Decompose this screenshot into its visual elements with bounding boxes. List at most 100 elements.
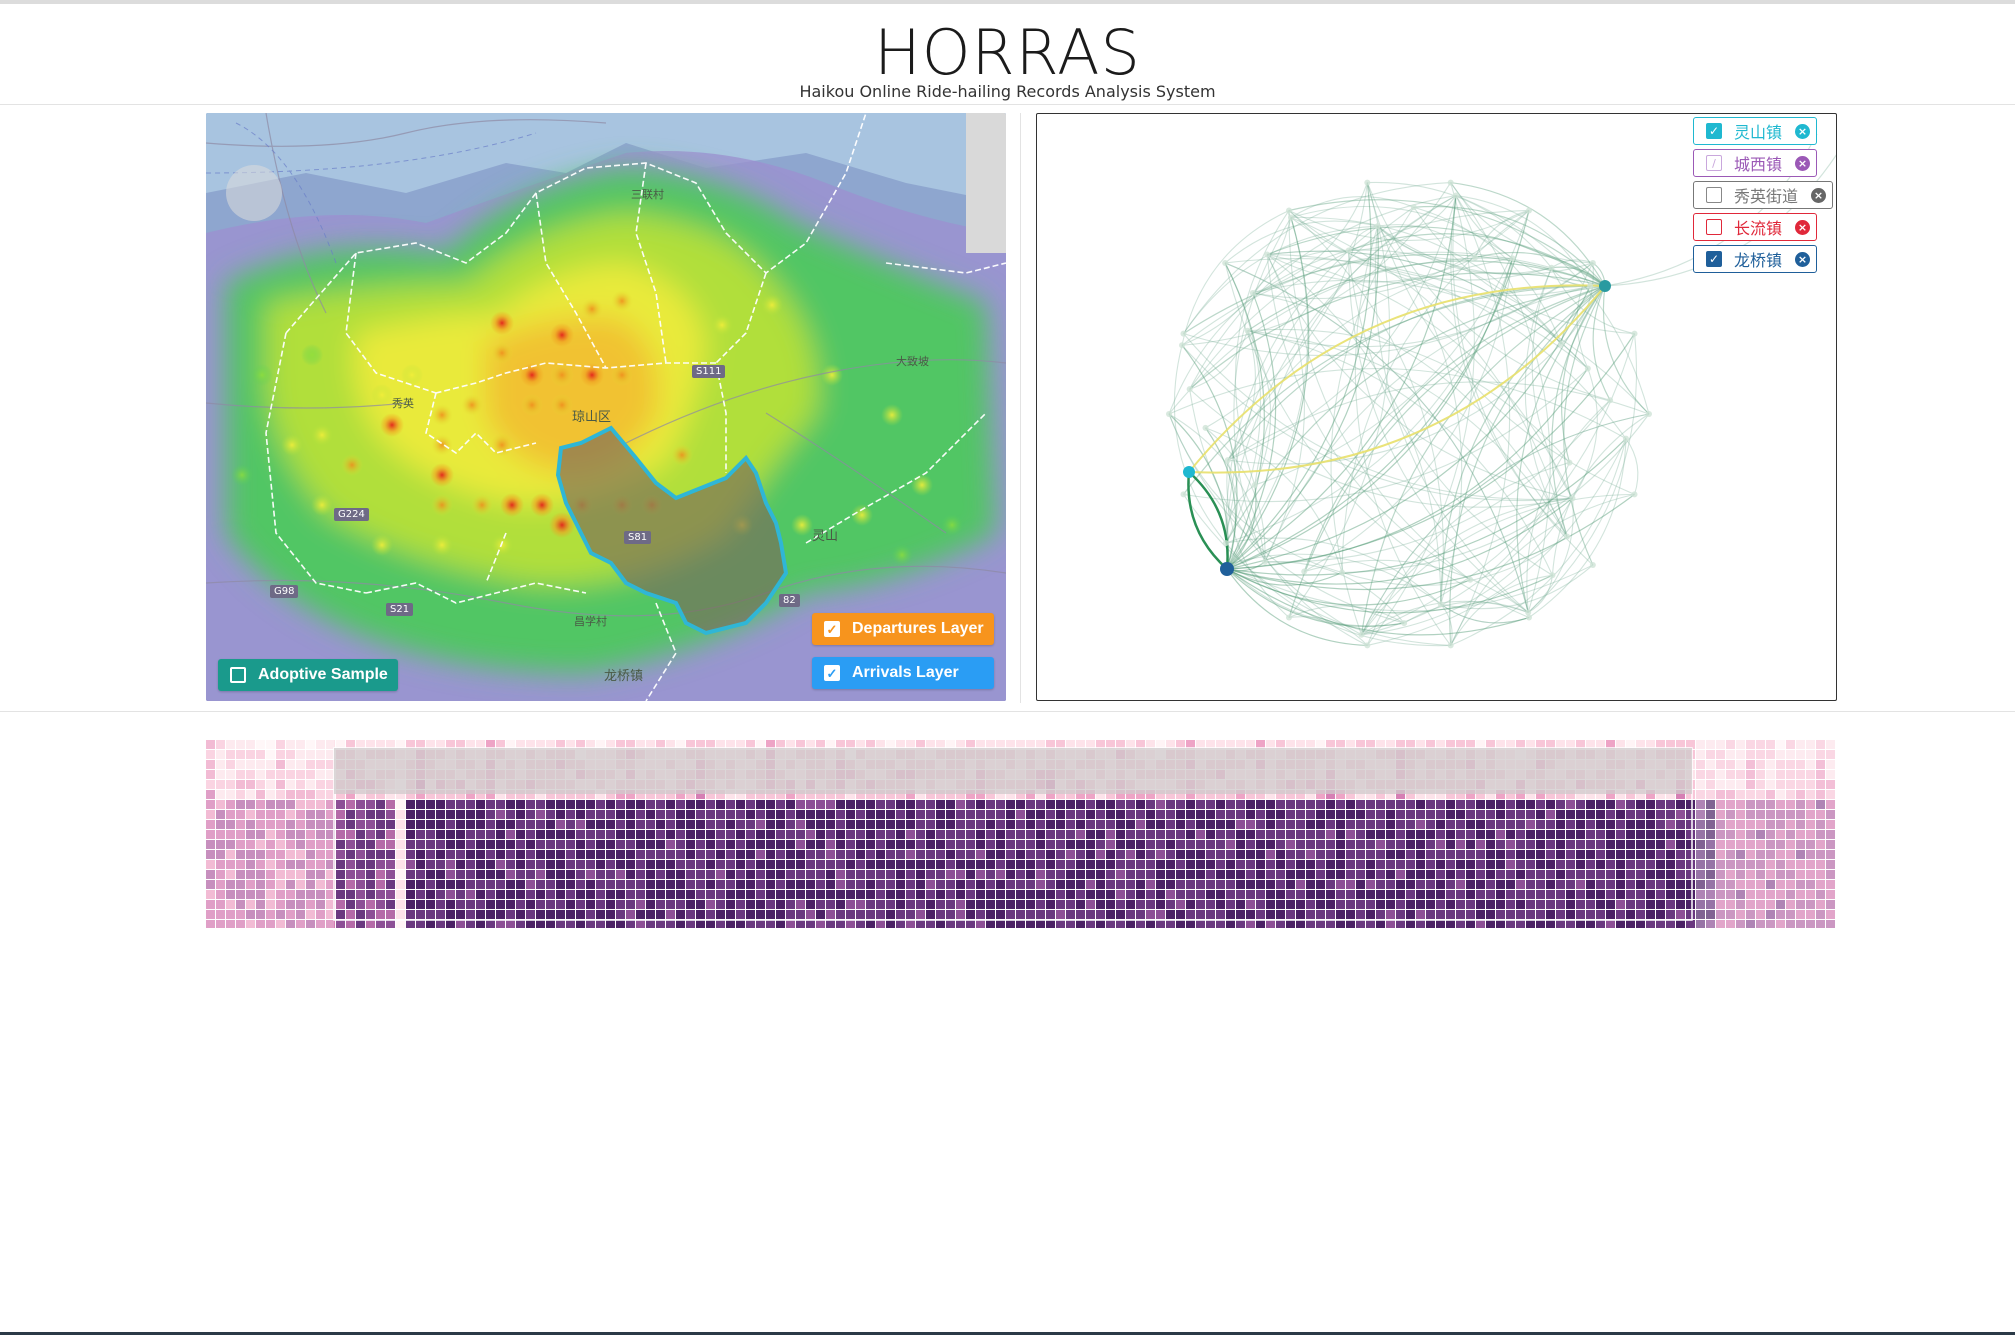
flow-edge bbox=[1226, 568, 1471, 606]
graph-node[interactable] bbox=[1410, 204, 1417, 211]
legend-item-lingshan[interactable]: ✓ 灵山镇 × bbox=[1693, 117, 1817, 145]
flow-edge bbox=[1348, 250, 1529, 613]
graph-node[interactable] bbox=[1525, 609, 1532, 616]
graph-node[interactable] bbox=[1251, 481, 1258, 488]
legend-item-longqiao[interactable]: ✓ 龙桥镇 × bbox=[1693, 245, 1817, 273]
graph-node[interactable] bbox=[1622, 435, 1629, 442]
graph-node[interactable] bbox=[1244, 327, 1251, 334]
graph-hub-node[interactable] bbox=[1183, 466, 1195, 478]
map-canvas[interactable] bbox=[206, 113, 1006, 701]
remove-icon[interactable]: × bbox=[1795, 219, 1810, 235]
graph-node[interactable] bbox=[1179, 342, 1186, 349]
graph-node[interactable] bbox=[1345, 247, 1352, 254]
graph-node[interactable] bbox=[1509, 255, 1516, 262]
graph-node[interactable] bbox=[1472, 254, 1479, 261]
graph-node[interactable] bbox=[1452, 192, 1459, 199]
flow-edge bbox=[1189, 195, 1457, 390]
legend-checkbox[interactable] bbox=[1706, 219, 1722, 235]
graph-hub-node[interactable] bbox=[1220, 562, 1234, 576]
graph-node[interactable] bbox=[1447, 642, 1454, 649]
heat-map-panel[interactable]: 三联村 龙桥镇 灵山 大致坡 琼山区 昌学村 秀英 G224 G98 S21 S… bbox=[206, 113, 1006, 701]
graph-node[interactable] bbox=[1374, 223, 1381, 230]
departures-layer-checkbox[interactable]: ✓ bbox=[824, 621, 840, 637]
graph-node[interactable] bbox=[1264, 251, 1271, 258]
graph-node[interactable] bbox=[1202, 424, 1209, 431]
graph-node[interactable] bbox=[1222, 259, 1229, 266]
graph-node[interactable] bbox=[1569, 495, 1576, 502]
graph-node[interactable] bbox=[1558, 341, 1565, 348]
flow-edge bbox=[1225, 258, 1650, 415]
departures-layer-toggle[interactable]: ✓ Departures Layer bbox=[812, 613, 994, 645]
legend-checkbox[interactable]: ✓ bbox=[1706, 251, 1722, 267]
flow-graph-panel[interactable]: ✓ 灵山镇 × / 城西镇 × 秀英街道 × 长流镇 × ✓ 龙桥镇 × bbox=[1036, 113, 1837, 701]
legend-item-xiuying[interactable]: 秀英街道 × bbox=[1693, 181, 1833, 209]
graph-node[interactable] bbox=[1564, 533, 1571, 540]
legend-checkbox[interactable]: / bbox=[1706, 155, 1722, 171]
graph-node[interactable] bbox=[1286, 207, 1292, 214]
flow-edge bbox=[1288, 210, 1471, 581]
legend-item-changliu[interactable]: 长流镇 × bbox=[1693, 213, 1817, 241]
time-heatmap-canvas[interactable] bbox=[206, 740, 1836, 928]
graph-node[interactable] bbox=[1180, 491, 1187, 498]
graph-node[interactable] bbox=[1222, 540, 1229, 547]
graph-node[interactable] bbox=[1261, 558, 1268, 565]
graph-node[interactable] bbox=[1526, 614, 1532, 621]
graph-node[interactable] bbox=[1548, 264, 1555, 271]
remove-icon[interactable]: × bbox=[1795, 123, 1810, 139]
arrivals-layer-checkbox[interactable]: ✓ bbox=[824, 665, 840, 681]
legend-checkbox[interactable] bbox=[1706, 187, 1722, 203]
flow-edge bbox=[1341, 536, 1568, 586]
graph-node[interactable] bbox=[1549, 572, 1556, 579]
graph-node[interactable] bbox=[1589, 259, 1596, 266]
flow-edge bbox=[1551, 259, 1594, 269]
graph-node[interactable] bbox=[1224, 457, 1231, 464]
page-subtitle: Haikou Online Ride-hailing Records Analy… bbox=[799, 82, 1216, 101]
flow-graph-canvas[interactable] bbox=[1037, 114, 1837, 701]
graph-node[interactable] bbox=[1186, 386, 1193, 393]
flow-edge bbox=[1226, 258, 1514, 570]
graph-node[interactable] bbox=[1437, 601, 1444, 608]
flow-edge bbox=[1168, 249, 1349, 415]
arrivals-layer-toggle[interactable]: ✓ Arrivals Layer bbox=[812, 657, 994, 689]
flow-edge bbox=[1205, 182, 1368, 429]
graph-node[interactable] bbox=[1589, 562, 1596, 569]
remove-icon[interactable]: × bbox=[1811, 187, 1826, 203]
legend-checkbox[interactable]: ✓ bbox=[1706, 123, 1722, 139]
flow-edge bbox=[1227, 381, 1650, 461]
graph-node[interactable] bbox=[1584, 365, 1591, 372]
adoptive-sample-checkbox[interactable] bbox=[230, 667, 246, 683]
graph-node[interactable] bbox=[1364, 642, 1371, 649]
legend-item-chengxi[interactable]: / 城西镇 × bbox=[1693, 149, 1817, 177]
graph-node[interactable] bbox=[1339, 569, 1346, 576]
flow-edge bbox=[1227, 285, 1606, 461]
flow-edge bbox=[1360, 285, 1606, 635]
flow-edge bbox=[1288, 210, 1591, 297]
graph-node[interactable] bbox=[1631, 491, 1638, 498]
graph-node[interactable] bbox=[1631, 330, 1638, 337]
graph-node[interactable] bbox=[1587, 283, 1594, 290]
graph-hub-node[interactable] bbox=[1599, 280, 1611, 292]
graph-node[interactable] bbox=[1249, 289, 1256, 296]
graph-node[interactable] bbox=[1301, 568, 1308, 575]
selected-district[interactable] bbox=[555, 425, 789, 636]
graph-node[interactable] bbox=[1286, 614, 1292, 621]
graph-node[interactable] bbox=[1566, 459, 1573, 466]
graph-node[interactable] bbox=[1607, 397, 1614, 404]
time-heatmap-strip[interactable] bbox=[206, 740, 1836, 928]
graph-node[interactable] bbox=[1646, 411, 1652, 417]
graph-node[interactable] bbox=[1467, 576, 1474, 583]
flow-edge bbox=[1288, 616, 1368, 646]
graph-node[interactable] bbox=[1180, 330, 1187, 337]
flow-edge bbox=[1224, 220, 1378, 264]
adoptive-sample-toggle[interactable]: Adoptive Sample bbox=[218, 659, 398, 691]
remove-icon[interactable]: × bbox=[1795, 155, 1810, 171]
graph-node[interactable] bbox=[1401, 620, 1408, 627]
remove-icon[interactable]: × bbox=[1795, 251, 1810, 267]
flow-edge bbox=[1226, 460, 1290, 618]
graph-node[interactable] bbox=[1358, 631, 1365, 638]
graph-node[interactable] bbox=[1526, 207, 1532, 214]
graph-node[interactable] bbox=[1287, 214, 1294, 221]
graph-node[interactable] bbox=[1364, 179, 1371, 186]
graph-node[interactable] bbox=[1166, 411, 1172, 417]
graph-node[interactable] bbox=[1447, 179, 1454, 186]
